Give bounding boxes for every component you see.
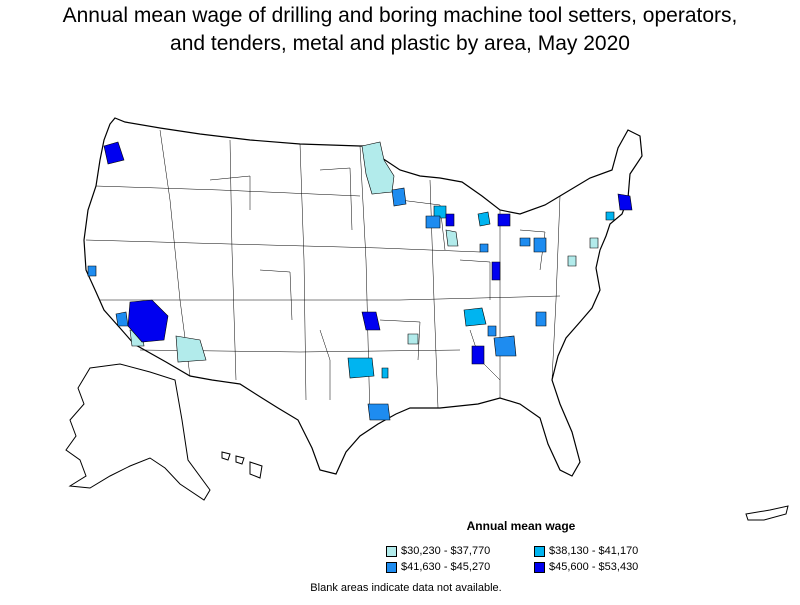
- legend-title: Annual mean wage: [466, 519, 576, 533]
- legend-item-4: $45,600 - $53,430: [534, 560, 638, 574]
- areas-tier-1: [129, 141, 599, 363]
- legend-swatch-3: [386, 561, 397, 573]
- legend-item-1: $30,230 - $37,770: [386, 544, 490, 558]
- legend-swatch-1: [386, 545, 397, 557]
- legend-label-4: $45,600 - $53,430: [549, 561, 639, 573]
- areas-tier-3: [87, 187, 547, 421]
- legend: $30,230 - $37,770 $38,130 - $41,170 $41,…: [386, 544, 686, 578]
- legend-item-3: $41,630 - $45,270: [386, 560, 490, 574]
- legend-label-2: $38,130 - $41,170: [549, 545, 639, 557]
- map-title: Annual mean wage of drilling and boring …: [0, 2, 800, 58]
- us-outline: [83, 117, 643, 477]
- legend-label-1: $30,230 - $37,770: [401, 545, 491, 557]
- hawaii-islands: [221, 451, 263, 479]
- legend-label-3: $41,630 - $45,270: [401, 561, 491, 573]
- legend-item-2: $38,130 - $41,170: [534, 544, 638, 558]
- alaska-outline: [65, 363, 211, 501]
- areas-tier-2: [347, 205, 615, 379]
- legend-swatch-4: [534, 561, 545, 573]
- puerto-rico-outline: [745, 505, 789, 521]
- legend-swatch-2: [534, 545, 545, 557]
- footnote: Blank areas indicate data not available.: [310, 582, 502, 594]
- areas-tier-4: [103, 141, 633, 365]
- title-line-1: Annual mean wage of drilling and boring …: [62, 4, 738, 27]
- title-line-2: and tenders, metal and plastic by area, …: [170, 32, 630, 55]
